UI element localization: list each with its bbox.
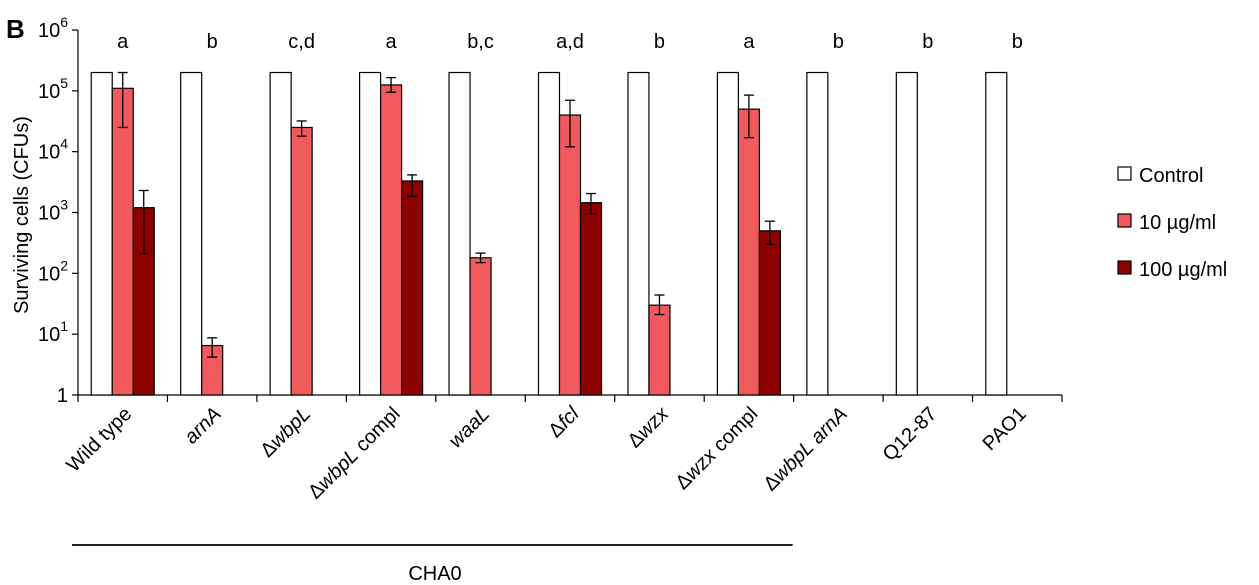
significance-letter: a — [386, 31, 398, 53]
bar — [985, 71, 1008, 396]
significance-letter: b — [1012, 31, 1023, 53]
y-tick-label: 104 — [38, 136, 68, 164]
y-axis-label: Surviving cells (CFUs) — [11, 116, 33, 314]
significance-letter: b — [654, 31, 665, 53]
x-tick-label: arnA — [180, 403, 225, 448]
error-bars — [117, 71, 775, 358]
bar — [290, 126, 313, 396]
bar — [180, 71, 203, 396]
y-tick-label: 1 — [57, 385, 68, 407]
y-tick-label: 103 — [38, 197, 68, 225]
bar — [400, 180, 424, 396]
significance-letters: a b c,d a b,c a,d b a b b b — [117, 31, 1023, 53]
significance-letter: b,c — [467, 31, 494, 53]
bars — [90, 71, 1008, 396]
bar — [358, 71, 382, 396]
y-tick-label: 106 — [38, 14, 68, 42]
x-tick-label: ΔwbpL compl — [304, 403, 404, 503]
x-tick-label: Wild type — [63, 403, 137, 477]
y-tick-label: 105 — [38, 75, 68, 103]
legend-label: Control — [1139, 165, 1203, 187]
bar — [806, 71, 829, 396]
bar — [758, 230, 782, 396]
bar — [558, 114, 582, 396]
bar — [537, 71, 561, 396]
y-tick-labels: 1 101 102 103 104 105 106 — [38, 14, 68, 407]
legend: Control 10 µg/ml 100 µg/ml — [1117, 165, 1227, 281]
significance-letter: a,d — [556, 31, 584, 53]
x-tick-label: waaL — [445, 403, 494, 452]
y-tick-label: 102 — [38, 257, 68, 285]
group-label: CHA0 — [408, 563, 461, 585]
bar — [895, 71, 918, 396]
significance-letter: c,d — [288, 31, 315, 53]
x-tick-label: PAO1 — [979, 403, 1031, 455]
legend-swatch — [1117, 213, 1132, 228]
legend-label: 10 µg/ml — [1139, 212, 1216, 234]
significance-letter: a — [743, 31, 755, 53]
significance-letter: b — [207, 31, 218, 53]
x-tick-label: Δwzx — [624, 402, 674, 452]
x-tick-label: ΔwbpL — [256, 403, 315, 462]
bar — [627, 71, 650, 396]
bar — [379, 84, 403, 396]
bar — [737, 108, 761, 396]
bar — [469, 257, 492, 396]
x-tick-label: ΔwbpL arnA — [760, 403, 852, 495]
legend-swatch — [1117, 166, 1132, 181]
bar — [90, 71, 113, 396]
bar — [648, 304, 671, 396]
bar — [448, 71, 471, 396]
bar — [579, 202, 603, 396]
x-tick-label: Δfcl — [544, 403, 584, 443]
bar — [269, 71, 292, 396]
significance-letter: a — [117, 31, 129, 53]
x-tick-label: Δwzx compl — [671, 403, 762, 494]
y-tick-label: 101 — [38, 318, 68, 346]
legend-swatch — [1117, 260, 1132, 275]
bar — [111, 87, 134, 396]
x-tick-label: Q12-87 — [879, 403, 942, 466]
legend-label: 100 µg/ml — [1139, 259, 1227, 281]
panel-label: B — [6, 14, 25, 44]
significance-letter: b — [833, 31, 844, 53]
significance-letter: b — [922, 31, 933, 53]
bar — [716, 71, 740, 396]
